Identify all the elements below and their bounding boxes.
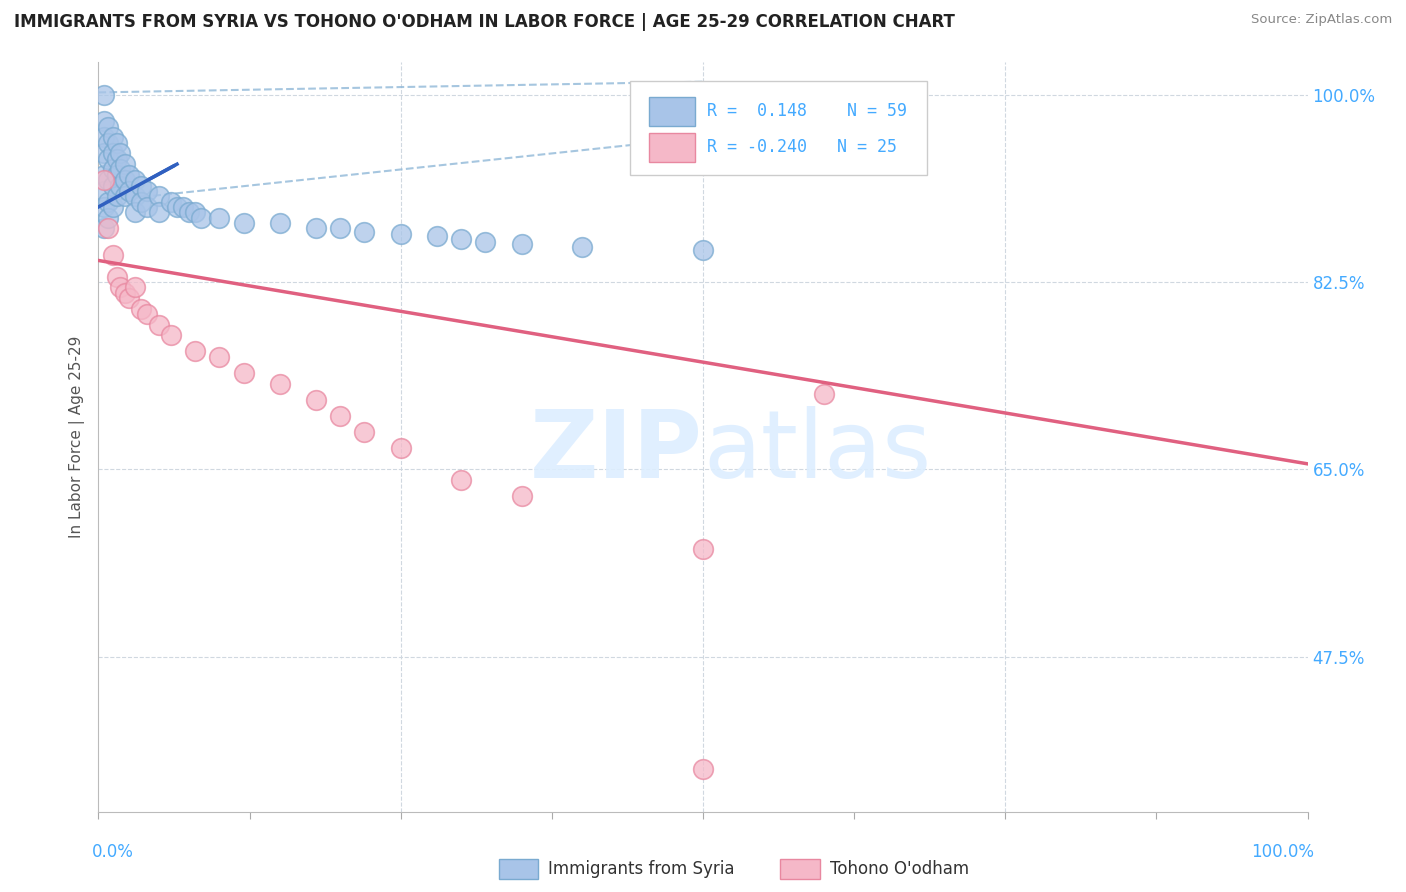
Point [148, 189, 170, 203]
Point [93, 168, 115, 182]
Point [101, 146, 124, 161]
Point [129, 194, 152, 209]
Text: Tohono O'odham: Tohono O'odham [830, 860, 969, 878]
Point [124, 205, 146, 219]
Point [118, 168, 141, 182]
Text: ZIP: ZIP [530, 406, 703, 498]
Point [105, 168, 128, 182]
Point [93, 146, 115, 161]
Point [148, 318, 170, 332]
Point [114, 157, 136, 171]
Point [148, 205, 170, 219]
Point [101, 162, 124, 177]
Point [232, 216, 254, 230]
Point [208, 350, 231, 364]
Point [426, 228, 449, 243]
Point [97, 152, 120, 166]
Point [129, 301, 152, 316]
Point [571, 239, 593, 253]
Point [184, 344, 207, 359]
Text: atlas: atlas [703, 406, 931, 498]
Point [692, 243, 714, 257]
Point [692, 542, 714, 557]
Point [93, 221, 115, 235]
Point [108, 162, 131, 177]
Point [269, 216, 291, 230]
Point [692, 762, 714, 776]
FancyBboxPatch shape [648, 97, 695, 126]
Point [108, 146, 131, 161]
Text: 0.0%: 0.0% [91, 843, 134, 861]
FancyBboxPatch shape [630, 81, 927, 175]
Point [232, 366, 254, 380]
Point [510, 489, 533, 503]
Point [97, 211, 120, 225]
Point [208, 211, 231, 225]
Point [184, 205, 207, 219]
Point [172, 200, 194, 214]
Point [135, 200, 157, 214]
Point [93, 130, 115, 145]
Point [389, 227, 412, 241]
Point [179, 205, 201, 219]
Point [97, 136, 120, 150]
Point [108, 280, 131, 294]
Point [124, 189, 146, 203]
Point [129, 178, 152, 193]
Text: 100.0%: 100.0% [1251, 843, 1315, 861]
Point [329, 221, 352, 235]
Point [190, 211, 212, 225]
Text: R = -0.240   N = 25: R = -0.240 N = 25 [707, 138, 897, 156]
Point [93, 184, 115, 198]
Text: Source: ZipAtlas.com: Source: ZipAtlas.com [1251, 13, 1392, 27]
Point [389, 441, 412, 455]
Point [124, 280, 146, 294]
Point [813, 387, 835, 401]
Point [101, 130, 124, 145]
Y-axis label: In Labor Force | Age 25-29: In Labor Force | Age 25-29 [69, 336, 84, 538]
Point [135, 307, 157, 321]
Point [93, 87, 115, 102]
Point [105, 136, 128, 150]
Point [101, 178, 124, 193]
Point [105, 152, 128, 166]
Point [101, 248, 124, 262]
Point [510, 237, 533, 252]
Point [114, 285, 136, 300]
Point [97, 120, 120, 134]
Point [118, 184, 141, 198]
Point [305, 392, 328, 407]
Point [160, 194, 183, 209]
Point [329, 409, 352, 423]
Point [353, 225, 375, 239]
Point [450, 473, 472, 487]
Point [305, 221, 328, 235]
Point [97, 221, 120, 235]
Point [101, 200, 124, 214]
Point [474, 235, 496, 250]
Point [114, 173, 136, 187]
Point [269, 376, 291, 391]
Point [353, 425, 375, 439]
Point [166, 200, 188, 214]
Point [93, 114, 115, 128]
Point [160, 328, 183, 343]
Point [93, 200, 115, 214]
Point [135, 184, 157, 198]
Point [118, 291, 141, 305]
Text: IMMIGRANTS FROM SYRIA VS TOHONO O'ODHAM IN LABOR FORCE | AGE 25-29 CORRELATION C: IMMIGRANTS FROM SYRIA VS TOHONO O'ODHAM … [14, 13, 955, 31]
Point [97, 173, 120, 187]
Point [105, 269, 128, 284]
Point [105, 189, 128, 203]
Point [124, 173, 146, 187]
Point [450, 232, 472, 246]
Point [108, 178, 131, 193]
Point [93, 173, 115, 187]
Point [97, 194, 120, 209]
Text: R =  0.148    N = 59: R = 0.148 N = 59 [707, 102, 907, 120]
FancyBboxPatch shape [648, 134, 695, 162]
Point [114, 189, 136, 203]
Text: Immigrants from Syria: Immigrants from Syria [548, 860, 735, 878]
